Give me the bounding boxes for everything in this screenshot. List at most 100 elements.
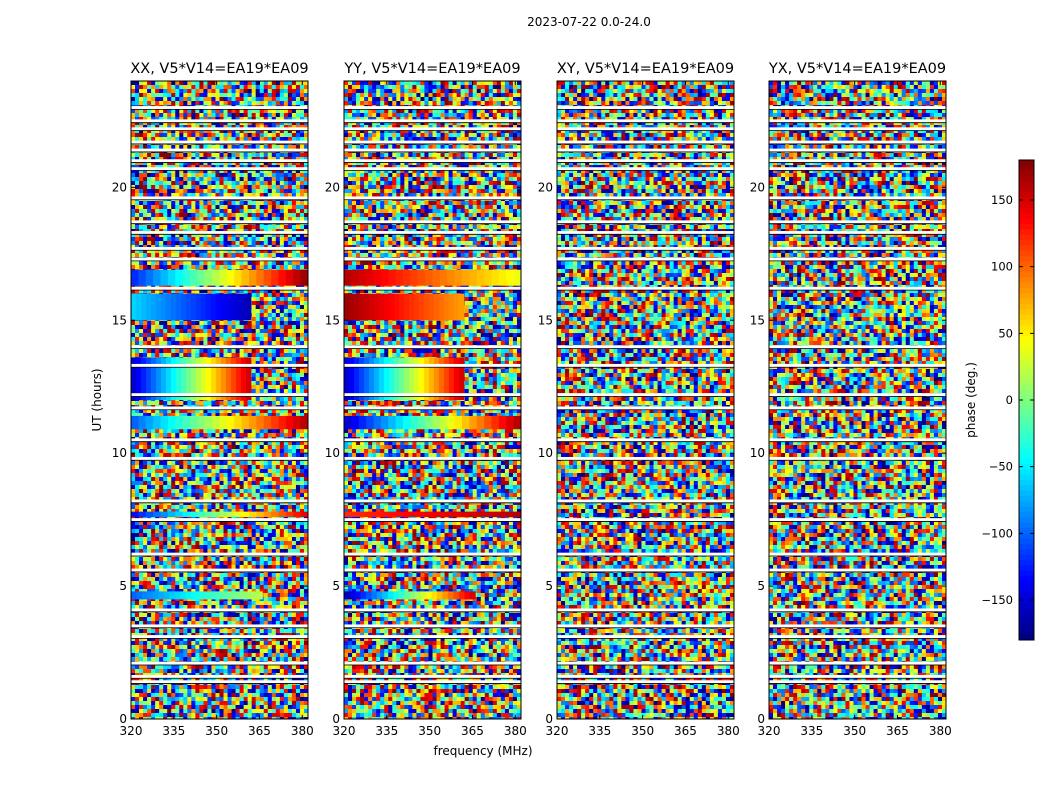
y-tick-label: 0 bbox=[757, 712, 765, 726]
panel-title: XX, V5*V14=EA19*EA09 bbox=[130, 61, 308, 77]
flagged-row bbox=[344, 552, 521, 556]
flagged-row bbox=[769, 674, 946, 678]
coherent-band bbox=[131, 269, 308, 286]
flagged-row bbox=[557, 148, 734, 152]
flagged-row bbox=[344, 608, 521, 612]
heatmap-panels: XX, V5*V14=EA19*EA09 320 335 350 365 380 0 5 10 1… bbox=[112, 61, 952, 738]
flagged-row bbox=[131, 246, 308, 250]
x-tick-label: 350 bbox=[418, 724, 441, 738]
flagged-row bbox=[131, 159, 308, 163]
colorbar-tick-label: 150 bbox=[991, 193, 1013, 207]
flagged-row bbox=[344, 148, 521, 152]
y-tick-label: 10 bbox=[750, 446, 765, 460]
y-tick-label: 15 bbox=[325, 313, 340, 327]
flagged-row bbox=[557, 674, 734, 678]
flagged-row bbox=[557, 196, 734, 200]
x-tick-label: 365 bbox=[248, 724, 271, 738]
x-tick-label: 380 bbox=[717, 724, 740, 738]
flagged-row bbox=[131, 624, 308, 628]
flagged-row bbox=[557, 286, 734, 290]
flagged-row bbox=[557, 608, 734, 612]
y-tick-label: 5 bbox=[545, 579, 553, 593]
flagged-row bbox=[344, 438, 521, 442]
flagged-row bbox=[769, 140, 946, 144]
flagged-row bbox=[557, 552, 734, 556]
flagged-row bbox=[557, 393, 734, 397]
colorbar-tick-label: −150 bbox=[981, 593, 1013, 607]
flagged-row bbox=[557, 159, 734, 163]
flagged-row bbox=[131, 220, 308, 224]
phase-heatmap bbox=[769, 81, 946, 719]
flagged-row bbox=[131, 680, 308, 684]
flagged-row bbox=[344, 246, 521, 250]
flagged-row bbox=[769, 393, 946, 397]
colorbar-tick-label: 50 bbox=[998, 326, 1013, 340]
coherent-band bbox=[131, 293, 252, 321]
flagged-row bbox=[344, 499, 521, 503]
flagged-row bbox=[557, 635, 734, 639]
flagged-row bbox=[769, 246, 946, 250]
flagged-row bbox=[557, 568, 734, 572]
flagged-row bbox=[769, 220, 946, 224]
x-tick-label: 365 bbox=[674, 724, 697, 738]
flagged-row bbox=[557, 438, 734, 442]
y-tick-label: 15 bbox=[112, 313, 127, 327]
y-tick-label: 0 bbox=[545, 712, 553, 726]
flagged-row bbox=[344, 119, 521, 123]
flagged-row bbox=[557, 624, 734, 628]
coherent-band bbox=[344, 511, 521, 517]
y-tick-label: 0 bbox=[119, 712, 127, 726]
flagged-row bbox=[557, 220, 734, 224]
colorbar-tick-label: 100 bbox=[991, 260, 1013, 274]
coherent-band bbox=[131, 415, 308, 430]
x-axis-label: frequency (MHz) bbox=[433, 744, 532, 758]
panel-frame bbox=[130, 80, 309, 720]
flagged-row bbox=[769, 608, 946, 612]
flagged-row bbox=[557, 106, 734, 110]
colorbar: 150 100 50 0 −50 −100 −150 bbox=[981, 159, 1035, 641]
flagged-row bbox=[769, 438, 946, 442]
flagged-row bbox=[131, 552, 308, 556]
flagged-row bbox=[344, 257, 521, 261]
coherent-band bbox=[344, 357, 465, 400]
flagged-row bbox=[344, 635, 521, 639]
flagged-row bbox=[131, 456, 308, 460]
flagged-row bbox=[344, 127, 521, 131]
flagged-row bbox=[769, 286, 946, 290]
flagged-row bbox=[344, 167, 521, 171]
flagged-row bbox=[769, 552, 946, 556]
flagged-row bbox=[769, 127, 946, 131]
x-tick-label: 320 bbox=[120, 724, 143, 738]
flagged-row bbox=[769, 624, 946, 628]
flagged-row bbox=[344, 196, 521, 200]
panel-frame bbox=[768, 80, 947, 720]
panel-4: YX, V5*V14=EA19*EA09 320 335 350 365 380 0 5 10 1… bbox=[750, 61, 952, 738]
flagged-row bbox=[557, 518, 734, 522]
flagged-row bbox=[344, 456, 521, 460]
x-tick-label: 350 bbox=[205, 724, 228, 738]
flagged-row bbox=[131, 438, 308, 442]
x-tick-label: 380 bbox=[291, 724, 314, 738]
coherent-band bbox=[344, 269, 521, 286]
x-tick-label: 335 bbox=[588, 724, 611, 738]
flagged-row bbox=[769, 196, 946, 200]
flagged-row bbox=[769, 499, 946, 503]
flagged-row bbox=[769, 406, 946, 410]
x-tick-label: 335 bbox=[162, 724, 185, 738]
y-tick-label: 20 bbox=[538, 180, 553, 194]
panel-frame bbox=[343, 80, 522, 720]
flagged-row bbox=[131, 661, 308, 665]
flagged-row bbox=[344, 106, 521, 110]
y-tick-label: 0 bbox=[332, 712, 340, 726]
flagged-row bbox=[344, 393, 521, 397]
flagged-row bbox=[557, 406, 734, 410]
flagged-row bbox=[131, 231, 308, 235]
flagged-row bbox=[557, 499, 734, 503]
x-tick-label: 335 bbox=[800, 724, 823, 738]
colorbar-label: phase (deg.) bbox=[964, 362, 978, 438]
flagged-row bbox=[557, 140, 734, 144]
coherent-band bbox=[344, 415, 521, 430]
flagged-row bbox=[557, 456, 734, 460]
flagged-row bbox=[557, 345, 734, 349]
